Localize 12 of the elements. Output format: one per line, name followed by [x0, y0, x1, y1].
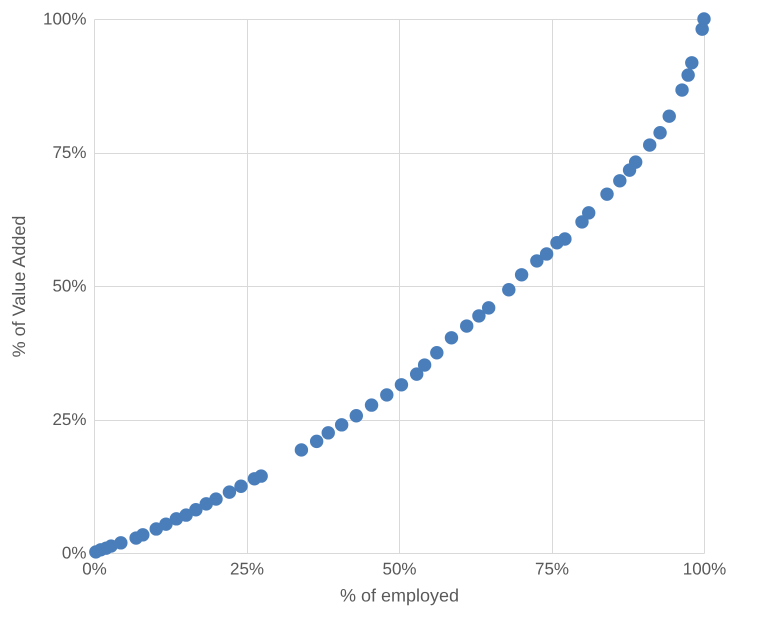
x-tick-label: 100%: [682, 560, 726, 578]
y-tick-label: 0%: [62, 544, 86, 562]
y-tick-label: 100%: [43, 10, 86, 28]
x-tick-label: 0%: [82, 560, 107, 578]
y-tick-label: 25%: [52, 410, 86, 429]
y-tick-label: 75%: [52, 143, 86, 162]
x-tick-label: 75%: [534, 560, 570, 578]
x-tick-label: 50%: [382, 560, 417, 578]
x-axis-title: % of employed: [340, 586, 460, 606]
y-axis-title: % of Value Added: [9, 216, 30, 358]
x-tick-label: 25%: [230, 560, 264, 578]
y-tick-label: 50%: [52, 276, 86, 296]
